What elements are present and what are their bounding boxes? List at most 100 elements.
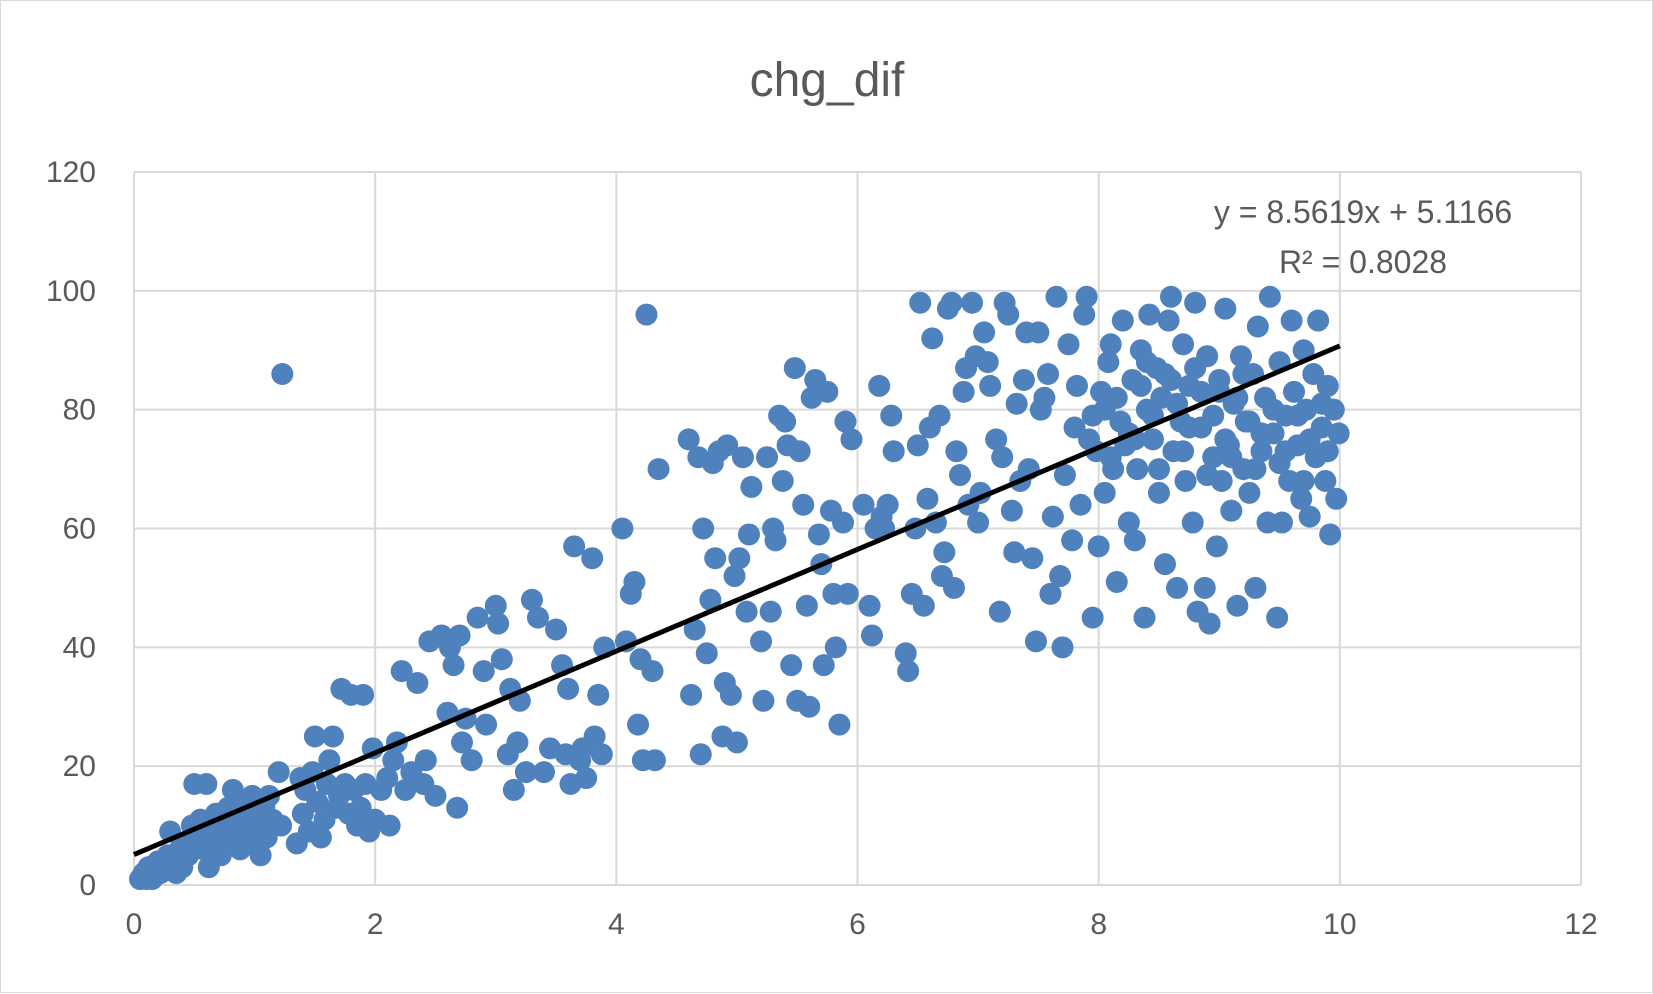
data-point xyxy=(1310,392,1333,415)
data-point xyxy=(1099,446,1122,469)
data-point xyxy=(1024,630,1047,653)
data-point xyxy=(1258,285,1281,308)
data-point xyxy=(1283,380,1306,403)
data-point xyxy=(611,517,634,540)
data-point xyxy=(590,743,613,766)
data-point xyxy=(1081,404,1104,427)
data-point xyxy=(695,642,718,665)
x-tick-label: 0 xyxy=(126,908,143,941)
data-point xyxy=(1105,570,1128,593)
data-point xyxy=(255,826,278,849)
data-point xyxy=(1190,380,1213,403)
data-point xyxy=(1081,606,1104,629)
data-point xyxy=(623,570,646,593)
data-point xyxy=(1099,333,1122,356)
data-point xyxy=(997,303,1020,326)
data-point xyxy=(928,404,951,427)
data-point xyxy=(490,648,513,671)
data-point xyxy=(692,517,715,540)
data-point xyxy=(1174,469,1197,492)
data-point xyxy=(506,731,529,754)
data-point xyxy=(759,600,782,623)
data-point xyxy=(271,363,294,386)
data-point xyxy=(942,576,965,599)
data-point xyxy=(514,761,537,784)
data-point xyxy=(1307,309,1330,332)
data-point xyxy=(1226,594,1249,617)
data-point xyxy=(858,594,881,617)
x-axis-ticks: 0 2 4 6 8 10 12 xyxy=(126,908,1598,941)
data-point xyxy=(1172,440,1195,463)
data-point xyxy=(716,434,739,457)
data-point xyxy=(737,523,760,546)
data-point xyxy=(1314,469,1337,492)
data-point xyxy=(677,428,700,451)
trendline xyxy=(133,343,1341,857)
data-point xyxy=(587,683,610,706)
trendline-equation: y = 8.5619x + 5.1166 xyxy=(1214,194,1512,230)
data-point xyxy=(1238,481,1261,504)
data-point xyxy=(1184,357,1207,380)
data-point xyxy=(880,404,903,427)
data-point xyxy=(774,410,797,433)
data-point xyxy=(1196,464,1219,487)
data-point xyxy=(1039,582,1062,605)
data-point xyxy=(575,767,598,790)
data-point xyxy=(390,660,413,683)
data-point xyxy=(1153,553,1176,576)
data-point xyxy=(985,428,1008,451)
data-point xyxy=(780,654,803,677)
data-point xyxy=(933,541,956,564)
data-point xyxy=(195,772,218,795)
data-point xyxy=(1181,511,1204,534)
data-point xyxy=(973,321,996,344)
data-points xyxy=(129,285,1350,891)
data-point xyxy=(680,683,703,706)
data-point xyxy=(860,624,883,647)
data-point xyxy=(1184,291,1207,314)
y-axis-ticks: 0 20 40 60 80 100 120 xyxy=(46,156,96,902)
data-point xyxy=(376,767,399,790)
data-point xyxy=(1012,368,1035,391)
data-point xyxy=(909,291,932,314)
data-point xyxy=(940,291,963,314)
data-point xyxy=(635,303,658,326)
data-point xyxy=(979,374,1002,397)
data-point xyxy=(581,547,604,570)
data-point xyxy=(627,713,650,736)
data-point xyxy=(723,565,746,588)
data-point xyxy=(876,493,899,516)
data-point xyxy=(472,660,495,683)
data-point xyxy=(816,380,839,403)
data-point xyxy=(689,743,712,766)
gridlines xyxy=(133,171,1582,886)
data-point xyxy=(406,671,429,694)
data-point xyxy=(450,731,473,754)
data-point xyxy=(1087,535,1110,558)
data-point xyxy=(1298,505,1321,528)
data-point xyxy=(1005,392,1028,415)
data-point xyxy=(641,660,664,683)
data-point xyxy=(1147,458,1170,481)
data-point xyxy=(1073,303,1096,326)
data-point xyxy=(1172,333,1195,356)
data-point xyxy=(1053,464,1076,487)
data-point xyxy=(1268,452,1291,475)
data-point xyxy=(1045,285,1068,308)
data-point xyxy=(1157,309,1180,332)
data-point xyxy=(1111,309,1134,332)
data-point xyxy=(1061,529,1084,552)
data-point xyxy=(643,749,666,772)
data-point xyxy=(1178,416,1201,439)
data-point xyxy=(699,588,722,611)
y-tick-label: 120 xyxy=(46,156,96,189)
data-point xyxy=(1123,529,1146,552)
data-point xyxy=(735,600,758,623)
data-point xyxy=(894,642,917,665)
data-point xyxy=(249,844,272,867)
data-point xyxy=(798,695,821,718)
data-point xyxy=(834,410,857,433)
data-point xyxy=(976,351,999,374)
